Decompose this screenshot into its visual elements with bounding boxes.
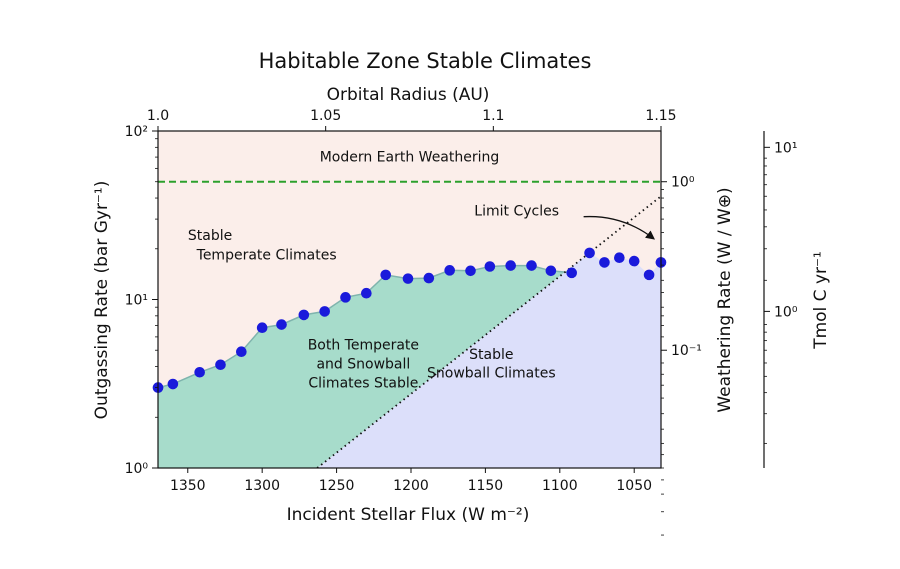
data-point [423, 272, 435, 284]
far-right-y-tick-label: 10¹ [774, 140, 797, 156]
data-point [298, 309, 310, 321]
data-point [614, 252, 625, 264]
x-tick-label: 1300 [244, 478, 280, 494]
data-point [276, 319, 287, 330]
x-tick-label: 1250 [319, 478, 355, 494]
data-point [236, 346, 247, 358]
data-point [484, 261, 496, 272]
data-point [465, 265, 476, 277]
region-label: and Snowball [316, 356, 410, 372]
region-label: Stable [469, 347, 513, 363]
snowball-region [317, 252, 661, 468]
top-x-tick-label: 1.0 [147, 108, 169, 124]
reference-lines [158, 180, 661, 468]
right-y-tick-label: 10⁰ [671, 175, 695, 191]
data-point [256, 322, 268, 334]
data-point [566, 267, 578, 279]
region-label: Climates Stable [308, 376, 418, 392]
data-point [319, 306, 330, 317]
region-label: Modern Earth Weathering [320, 149, 500, 165]
points-clip-group [158, 247, 661, 393]
data-point [340, 292, 351, 303]
data-point [643, 269, 655, 281]
data-point [167, 378, 179, 390]
data-point [628, 255, 640, 267]
top-x-axis-label: Orbital Radius (AU) [327, 85, 490, 105]
data-point [526, 260, 537, 271]
top-x-tick-label: 1.15 [645, 108, 676, 124]
data-point [215, 359, 226, 371]
region-label: Stable [188, 228, 232, 244]
data-point [599, 257, 610, 268]
region-label: Limit Cycles [474, 203, 559, 219]
data-point [505, 260, 516, 271]
y-tick-label: 10¹ [125, 293, 148, 309]
x-tick-label: 1100 [542, 478, 578, 494]
data-point [444, 265, 455, 276]
data-point [402, 273, 414, 284]
y-tick-label: 10² [125, 124, 148, 140]
x-axis-label: Incident Stellar Flux (W m⁻²) [287, 505, 530, 525]
x-tick-label: 1150 [468, 478, 504, 494]
data-point [361, 287, 372, 299]
x-tick-label: 1200 [393, 478, 429, 494]
data-point [545, 265, 557, 277]
data-point [380, 269, 391, 281]
climate-regions [158, 131, 661, 468]
y-tick-label: 10⁰ [125, 461, 149, 477]
right-y-axis-label: Weathering Rate (W / W⊕) [715, 187, 735, 412]
top-x-tick-label: 1.1 [482, 108, 504, 124]
top-x-tick-label: 1.05 [310, 108, 341, 124]
x-tick-label: 1050 [616, 478, 652, 494]
chart-title: Habitable Zone Stable Climates [259, 49, 592, 73]
far-right-y-tick-label: 10⁰ [774, 304, 798, 320]
snowball-boundary-line [316, 195, 661, 468]
region-annotations: Modern Earth Weathering Stable Temperate C… [188, 149, 656, 392]
far-right-y-axis-label: Tmol C yr⁻¹ [811, 251, 831, 350]
region-label: Snowball Climates [427, 365, 556, 381]
axes: 1350 1300 1250 1200 1150 1100 1050 1.0 1.05 1.1 1.… [125, 108, 798, 536]
data-point [584, 247, 595, 259]
region-label: Both Temperate [308, 337, 419, 353]
right-y-tick-label: 10⁻¹ [671, 343, 702, 359]
data-point [194, 366, 205, 378]
x-tick-label: 1350 [170, 478, 206, 494]
both-stable-region [158, 265, 572, 468]
boundary-points [152, 247, 667, 393]
region-label: Temperate Climates [196, 247, 337, 263]
limit-cycles-arrow [583, 215, 656, 240]
y-axis-label: Outgassing Rate (bar Gyr⁻¹) [92, 181, 112, 420]
